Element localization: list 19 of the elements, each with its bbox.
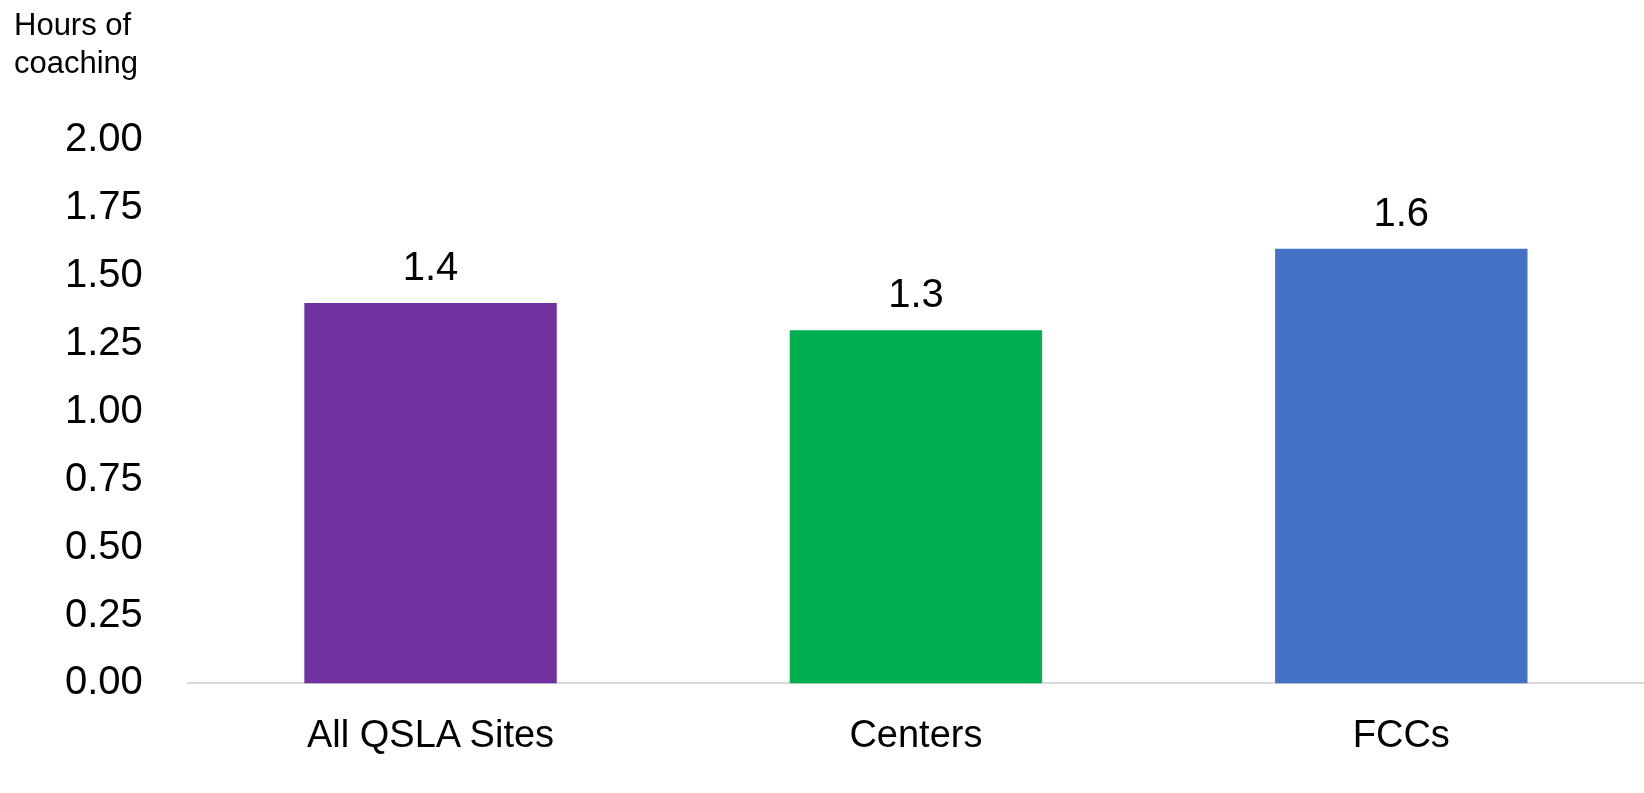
data-label: 1.6 [1373, 189, 1430, 234]
y-axis-title: Hours of coaching [14, 6, 140, 82]
y-tick-label: 0.00 [64, 658, 143, 703]
x-tick-label: Centers [849, 712, 983, 755]
data-label: 1.3 [888, 271, 944, 316]
y-tick-label: 1.25 [64, 318, 143, 363]
y-tick-label: 0.75 [64, 454, 143, 499]
y-tick-label: 0.50 [64, 522, 143, 567]
y-tick-label: 1.50 [64, 250, 143, 295]
y-tick-label: 1.75 [64, 182, 143, 227]
x-tick-label: All QSLA Sites [306, 712, 555, 755]
y-tick-label: 1.00 [64, 386, 143, 431]
bar [1275, 248, 1528, 684]
bar [789, 330, 1043, 684]
bar [304, 303, 557, 684]
y-tick-label: 0.25 [64, 590, 143, 635]
y-tick-label: 2.00 [64, 115, 143, 160]
x-tick-label: FCCs [1352, 712, 1450, 755]
data-label: 1.4 [402, 244, 459, 289]
